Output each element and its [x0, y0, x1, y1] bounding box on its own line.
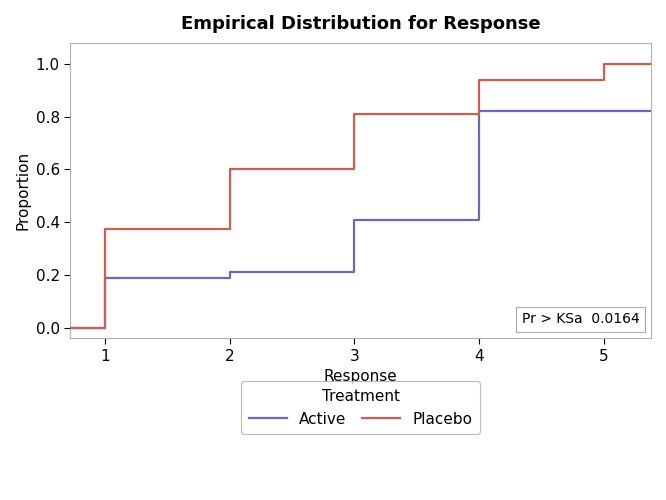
Legend: Active, Placebo: Active, Placebo: [241, 382, 480, 434]
X-axis label: Response: Response: [324, 369, 398, 384]
Y-axis label: Proportion: Proportion: [15, 151, 30, 230]
Title: Empirical Distribution for Response: Empirical Distribution for Response: [180, 15, 540, 33]
Text: Pr > KSa  0.0164: Pr > KSa 0.0164: [521, 312, 639, 326]
